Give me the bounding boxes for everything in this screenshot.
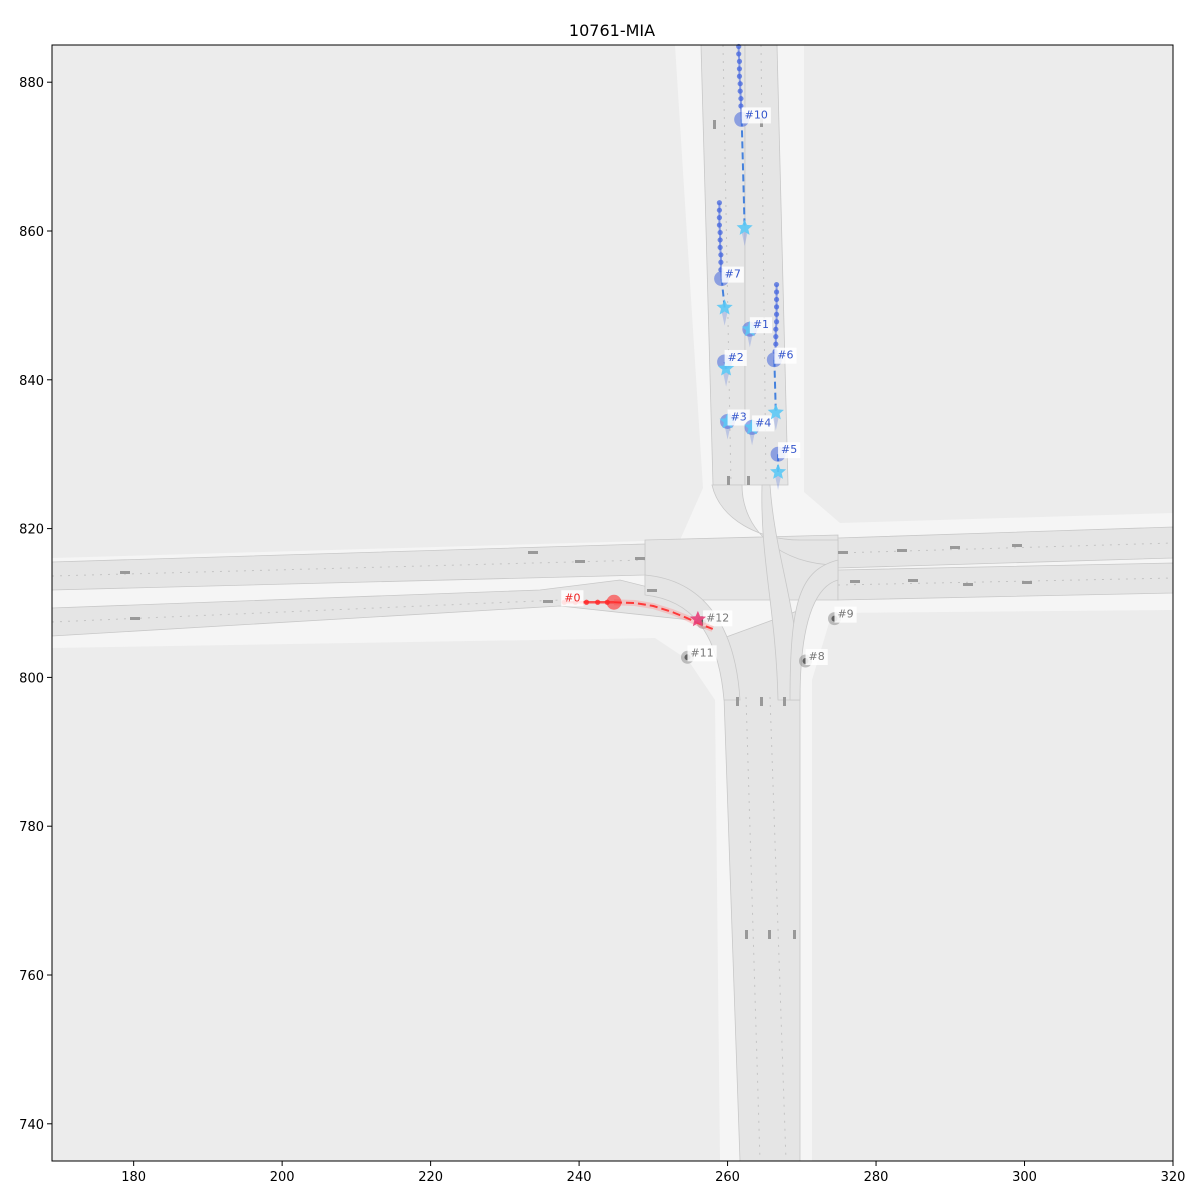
agent-history-point	[736, 73, 743, 79]
ego-history-point	[595, 599, 601, 605]
ego-label: #0	[564, 591, 580, 604]
lane-polygons	[52, 45, 1173, 1161]
agent-prediction-fan	[741, 232, 748, 247]
y-tick-label: 880	[19, 76, 44, 91]
agent-prediction-fan	[772, 416, 779, 431]
agent-history-line	[737, 46, 743, 120]
axes: 180 200 220 240 260 280 300 320 740 760 780 800 820 8…	[19, 76, 1185, 1185]
x-tick-label: 280	[864, 1170, 889, 1185]
agent-prediction-fan	[721, 311, 728, 326]
agent-history-point	[737, 81, 743, 87]
agent-prediction-fan	[775, 476, 782, 491]
y-tick-label: 860	[19, 225, 44, 240]
agent-history-point	[773, 326, 779, 332]
agent-history-point	[717, 244, 723, 250]
y-tick-label: 760	[19, 969, 44, 984]
agent-future-line	[740, 119, 746, 229]
x-tick-label: 300	[1012, 1170, 1037, 1185]
agent-future-line	[773, 359, 777, 413]
agent-label-bg	[741, 107, 771, 124]
static-agent-label-bg	[687, 645, 717, 662]
agent-label: #2	[728, 351, 744, 364]
agent-history-point	[717, 237, 723, 243]
agent-history-point	[718, 259, 724, 265]
chart-title: 10761-MIA	[569, 21, 655, 40]
agent-label: #7	[725, 268, 741, 281]
y-tick-label: 780	[19, 820, 44, 835]
agent-history-point	[736, 66, 743, 72]
x-tick-label: 180	[121, 1170, 146, 1185]
agent-label-bg	[752, 415, 775, 432]
agent-prediction-fan	[746, 333, 753, 348]
agent-label: #4	[755, 416, 771, 429]
static-agent-label: #11	[690, 646, 713, 659]
agent-prediction-fan	[724, 425, 731, 440]
agent-target-star	[716, 299, 733, 315]
static-agent-label: #8	[809, 650, 825, 663]
agent-history-point	[717, 229, 723, 236]
x-tick-label: 220	[418, 1170, 443, 1185]
trajectory-marks: #8 #9 #11 #12 #1 #2 #3 #4 #5 #6 #7 #10 #0	[561, 43, 857, 668]
static-agent-label-bg	[805, 649, 828, 666]
static-agent-label: #9	[837, 608, 853, 621]
agent-history-point	[738, 95, 744, 102]
agent-history-point	[773, 289, 780, 295]
agent-history-point	[773, 341, 779, 347]
y-tick-label: 820	[19, 523, 44, 538]
ego-label-bg	[561, 590, 584, 607]
agent-history-point	[738, 103, 744, 109]
agent-history-point	[773, 281, 780, 288]
agent-label-bg	[749, 317, 773, 334]
agent-label-bg	[724, 349, 747, 366]
agent-prediction-fan	[723, 372, 730, 387]
y-tick-label: 800	[19, 671, 44, 686]
agent-history-point	[716, 200, 723, 206]
agent-label-bg	[774, 347, 797, 364]
ego-history-point	[583, 599, 590, 605]
static-agent-label-bg	[703, 610, 733, 627]
agent-history-point	[716, 222, 723, 228]
agent-target-star	[736, 219, 753, 235]
static-agent-label-bg	[834, 606, 857, 623]
agent-label: #5	[781, 443, 797, 456]
agent-history-point	[718, 252, 724, 258]
agent-history-point	[773, 296, 780, 303]
y-tick-label: 840	[19, 374, 44, 389]
agent-label: #3	[731, 410, 747, 423]
plot-frame	[51, 44, 1174, 1162]
x-tick-label: 260	[715, 1170, 740, 1185]
agent-label-bg	[778, 442, 801, 459]
agent-history-point	[737, 88, 743, 94]
agent-history-point	[773, 319, 780, 325]
static-agent-label: #12	[706, 611, 729, 624]
agent-label-bg	[727, 409, 750, 426]
lane-arrows	[120, 118, 1032, 939]
y-tick-label: 740	[19, 1118, 44, 1133]
agent-target-star	[770, 463, 787, 479]
agent-label: #10	[745, 108, 768, 121]
ego-target-star	[689, 610, 706, 627]
agent-target-star	[767, 404, 784, 420]
agent-prediction-fan	[749, 431, 756, 446]
agent-label: #1	[753, 318, 769, 331]
agent-history-point	[736, 51, 742, 57]
x-tick-label: 240	[567, 1170, 592, 1185]
ego-current-marker	[606, 594, 622, 610]
x-tick-label: 320	[1161, 1170, 1186, 1185]
agent-history-point	[773, 334, 779, 340]
x-tick-label: 200	[270, 1170, 295, 1185]
agent-history-point	[716, 207, 723, 213]
agent-history-point	[773, 311, 780, 317]
agent-history-point	[716, 215, 723, 221]
agent-history-point	[736, 58, 743, 64]
agent-history-point	[773, 304, 780, 310]
agent-target-star	[718, 360, 735, 376]
agent-label: #6	[777, 349, 793, 362]
agent-label-bg	[721, 266, 744, 283]
